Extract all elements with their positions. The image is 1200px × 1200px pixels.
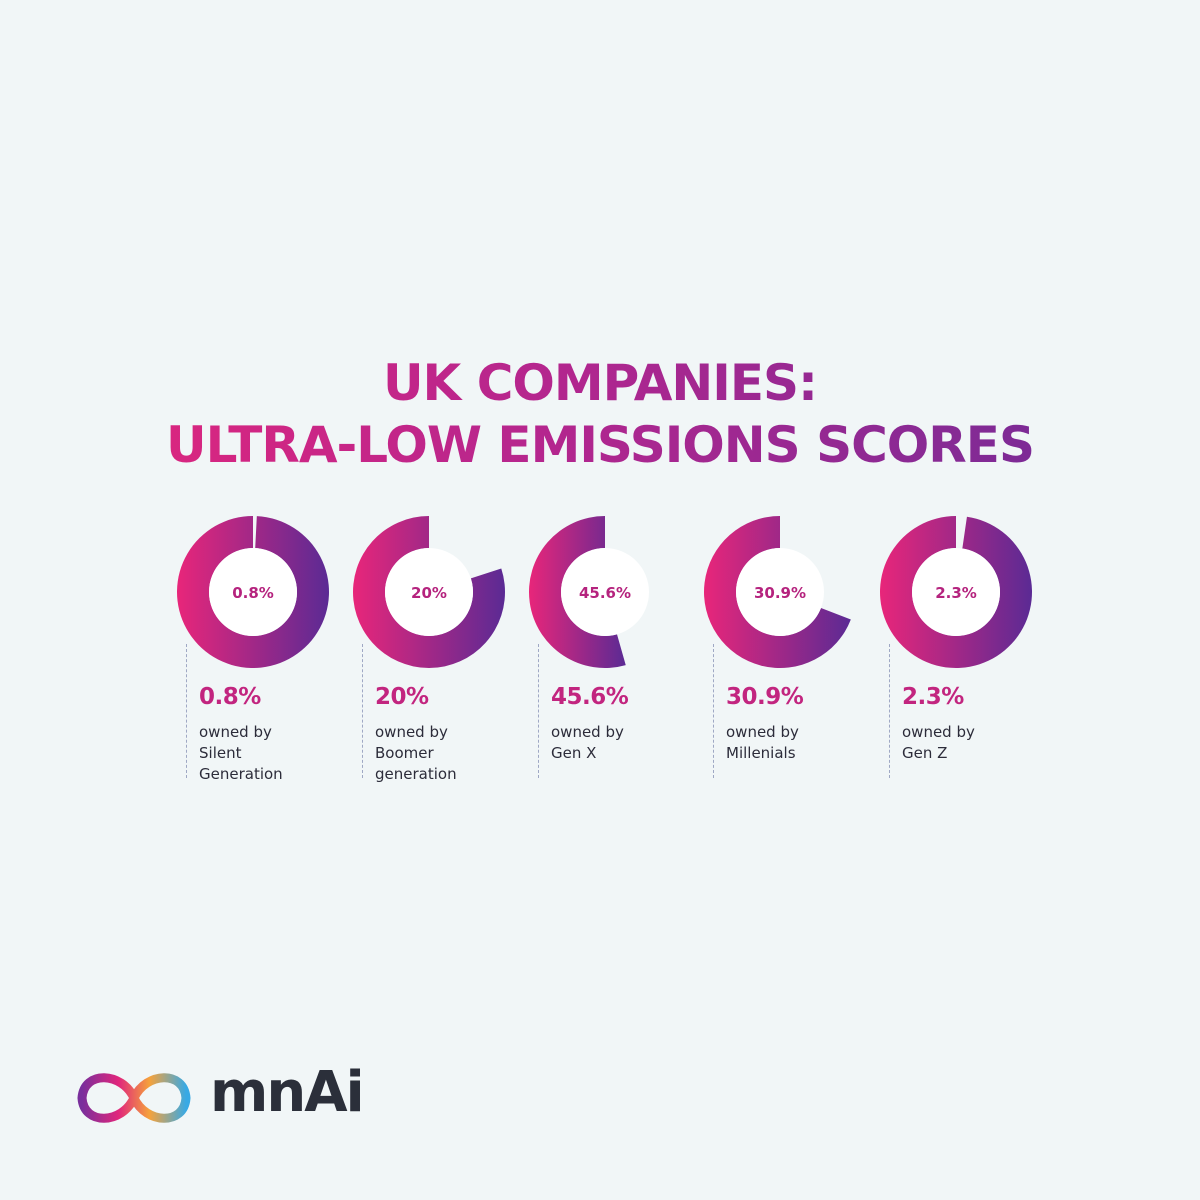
donut-segment <box>353 516 505 668</box>
donut-hole <box>561 548 649 636</box>
donut-hole <box>385 548 473 636</box>
donut-center-label: 20% <box>411 584 447 602</box>
chart-boomer-generation: 20% 20% owned by Boomer generation <box>349 512 509 783</box>
caption-line: owned by <box>375 723 448 741</box>
title-line-2: ULTRA-LOW EMISSIONS SCORES <box>166 416 1034 474</box>
chart-gen-x: 45.6% 45.6% owned by Gen X <box>525 512 685 778</box>
caption: owned by Gen X <box>551 722 701 764</box>
guide-line <box>538 644 539 778</box>
donut-segment <box>704 516 851 668</box>
donut-chart: 45.6% <box>529 516 649 668</box>
percent-label: 0.8% <box>199 684 261 710</box>
caption-line: generation <box>375 765 457 783</box>
caption-line: owned by <box>902 723 975 741</box>
donut-chart: 30.9% <box>704 516 851 668</box>
caption: owned by Millenials <box>726 722 876 764</box>
guide-line <box>889 644 890 778</box>
caption: owned by Silent Generation <box>199 722 349 785</box>
guide-line <box>362 644 363 778</box>
donut-segment <box>880 516 1032 668</box>
chart-millenials: 30.9% 30.9% owned by Millenials <box>700 512 860 778</box>
guide-line <box>186 644 187 778</box>
chart-gen-z: 2.3% 2.3% owned by Gen Z <box>876 512 1036 778</box>
donut-segment <box>529 516 626 668</box>
caption-line: Gen X <box>551 744 597 762</box>
caption-line: Boomer <box>375 744 434 762</box>
page-title: UK COMPANIES: ULTRA-LOW EMISSIONS SCORES <box>0 352 1200 476</box>
caption-line: Silent <box>199 744 242 762</box>
donut-chart: 2.3% <box>880 516 1032 668</box>
infinity-logo-icon <box>77 1073 191 1123</box>
donut-hole <box>736 548 824 636</box>
brand-logo: mnAi <box>70 1058 410 1138</box>
donut-center-label: 45.6% <box>579 584 631 602</box>
chart-silent-generation: 0.8% 0.8% owned by Silent Generation <box>173 512 333 783</box>
donut-chart: 0.8% <box>177 516 329 668</box>
donut-hole <box>209 548 297 636</box>
percent-label: 30.9% <box>726 684 804 710</box>
title-line-1: UK COMPANIES: <box>382 354 818 412</box>
caption-line: Gen Z <box>902 744 948 762</box>
caption: owned by Boomer generation <box>375 722 525 785</box>
percent-label: 45.6% <box>551 684 629 710</box>
caption-line: Millenials <box>726 744 796 762</box>
donut-center-label: 2.3% <box>935 584 977 602</box>
caption-line: owned by <box>726 723 799 741</box>
brand-name: mnAi <box>210 1060 365 1125</box>
donut-chart-row: 0.8% 0.8% owned by Silent Generation 20%… <box>0 512 1200 812</box>
percent-label: 20% <box>375 684 429 710</box>
donut-hole <box>912 548 1000 636</box>
donut-center-label: 30.9% <box>754 584 806 602</box>
donut-chart: 20% <box>353 516 505 668</box>
caption-line: owned by <box>551 723 624 741</box>
donut-segment <box>177 516 329 668</box>
caption-line: Generation <box>199 765 283 783</box>
caption: owned by Gen Z <box>902 722 1052 764</box>
caption-line: owned by <box>199 723 272 741</box>
guide-line <box>713 644 714 778</box>
percent-label: 2.3% <box>902 684 964 710</box>
donut-center-label: 0.8% <box>232 584 274 602</box>
